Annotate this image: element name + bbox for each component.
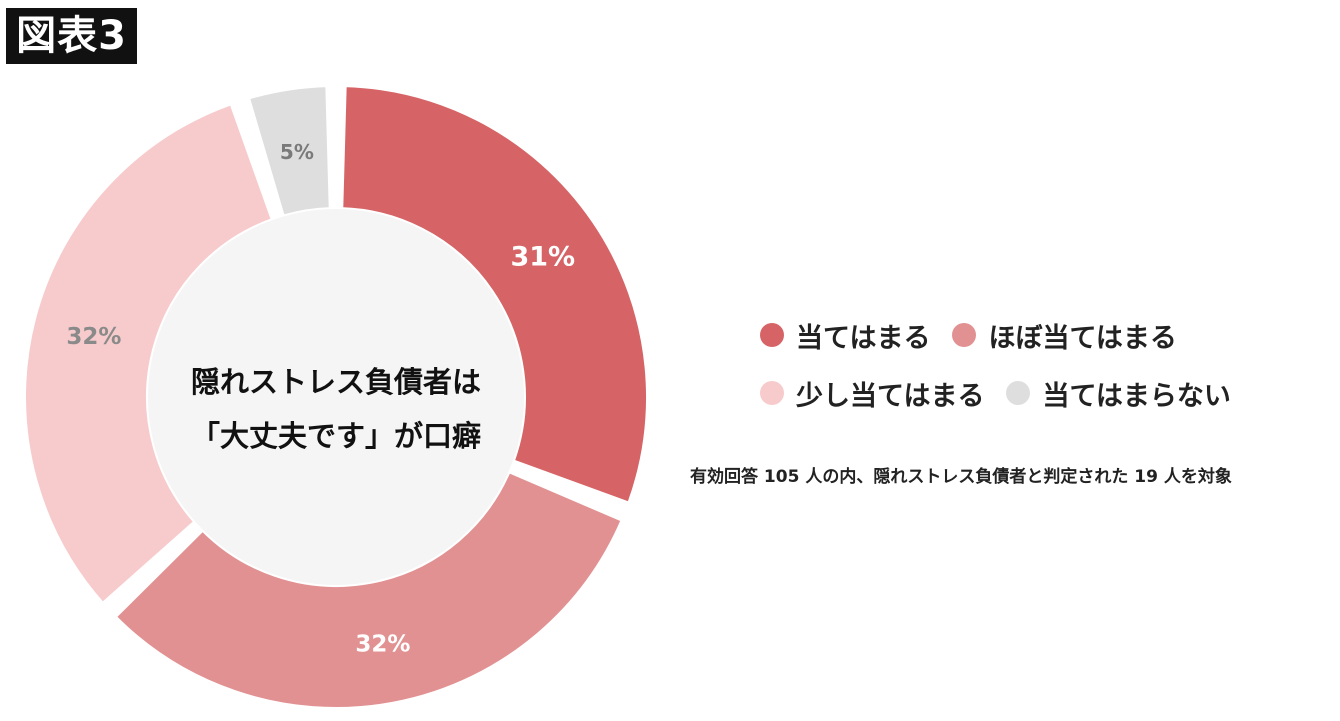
legend-swatch-1	[952, 323, 977, 347]
donut-chart: 隠れストレス負債者は 「大丈夫です」が口癖 31% 32% 32% 5%	[24, 85, 648, 709]
data-label-2: 32%	[66, 324, 121, 350]
legend-item-0: 当てはまる	[760, 316, 930, 355]
legend-row-2: 少し当てはまる 当てはまらない	[760, 364, 1320, 422]
legend-item-3: 当てはまらない	[1006, 374, 1231, 413]
figure-tag: 図表3	[6, 8, 137, 64]
center-text-line-1: 隠れストレス負債者は	[191, 365, 481, 399]
legend-row-1: 当てはまる ほぼ当てはまる	[760, 306, 1320, 364]
center-text-line-2: 「大丈夫です」が口癖	[191, 419, 481, 453]
data-labels: 31% 32% 32% 5%	[66, 140, 575, 657]
legend-swatch-0	[760, 323, 784, 347]
sample-note: 有効回答 105 人の内、隠れストレス負債者と判定された 19 人を対象	[690, 467, 1232, 487]
legend-label-1: ほぼ当てはまる	[988, 322, 1177, 354]
legend-swatch-2	[760, 381, 784, 405]
legend-label-2: 少し当てはまる	[796, 380, 985, 412]
legend-item-2: 少し当てはまる	[760, 374, 984, 413]
data-label-3: 5%	[280, 140, 314, 164]
data-label-1: 32%	[355, 632, 410, 658]
legend: 当てはまる ほぼ当てはまる 少し当てはまる 当てはまらない	[760, 306, 1320, 422]
legend-swatch-3	[1006, 381, 1031, 405]
data-label-0: 31%	[510, 241, 575, 272]
legend-label-0: 当てはまる	[796, 322, 931, 354]
legend-label-3: 当てはまらない	[1042, 380, 1231, 412]
donut-hole	[148, 209, 524, 585]
legend-item-1: ほぼ当てはまる	[952, 316, 1177, 355]
